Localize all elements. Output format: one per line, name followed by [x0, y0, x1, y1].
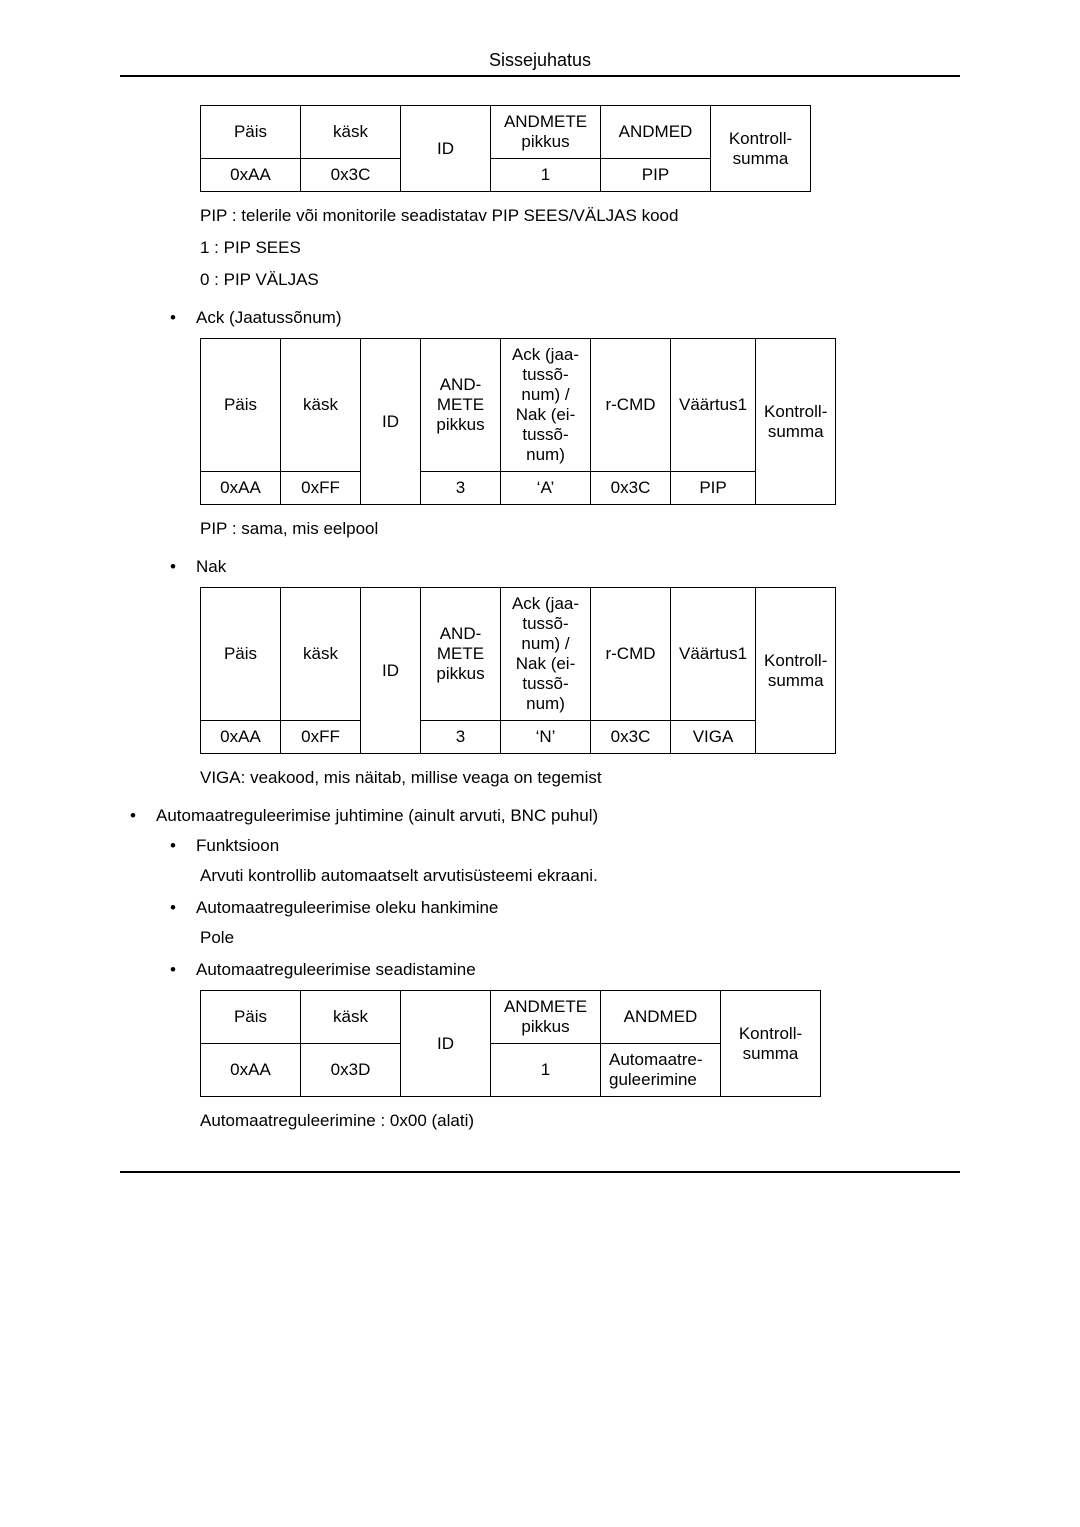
- t1-kask: 0x3C: [301, 159, 401, 192]
- t1-col-pais: Päis: [201, 106, 301, 159]
- t3-col-pais: Päis: [201, 588, 281, 721]
- t4-col-kask: käsk: [301, 991, 401, 1044]
- footer-rule: [120, 1171, 960, 1173]
- t2-pais: 0xAA: [201, 472, 281, 505]
- t2-kask: 0xFF: [281, 472, 361, 505]
- pip-same-text: PIP : sama, mis eelpool: [200, 519, 960, 539]
- t3-col-acknak: Ack (jaa-tussõ-num) / Nak (ei-tussõ-num): [501, 588, 591, 721]
- section-auto-title: Automaatreguleerimise juhtimine (ainult …: [120, 806, 960, 826]
- t1-col-andmed: ANDMED: [601, 106, 711, 159]
- t2-col-andmete-pikkus: AND-METE pikkus: [421, 339, 501, 472]
- funktsioon-desc: Arvuti kontrollib automaatselt arvutisüs…: [200, 866, 960, 886]
- page-header-title: Sissejuhatus: [120, 50, 960, 71]
- t1-col-kask: käsk: [301, 106, 401, 159]
- t1-col-id: ID: [401, 106, 491, 192]
- t4-col-andmete-pikkus: ANDMETE pikkus: [491, 991, 601, 1044]
- table-pip-set: Päis käsk ID ANDMETE pikkus ANDMED Kontr…: [200, 105, 811, 192]
- t3-vaartus1: VIGA: [671, 721, 756, 754]
- header-rule: [120, 75, 960, 77]
- t4-andmed: Automaatre-guleerimine: [601, 1044, 721, 1097]
- t2-col-kontroll: Kontroll-summa: [756, 339, 836, 505]
- t4-col-pais: Päis: [201, 991, 301, 1044]
- bullet-nak: Nak: [160, 557, 960, 577]
- t3-pais: 0xAA: [201, 721, 281, 754]
- t3-col-rcmd: r-CMD: [591, 588, 671, 721]
- t4-kask: 0x3D: [301, 1044, 401, 1097]
- t1-col-kontroll: Kontroll-summa: [711, 106, 811, 192]
- t2-col-vaartus1: Väärtus1: [671, 339, 756, 472]
- t2-col-id: ID: [361, 339, 421, 505]
- t2-andmete-pikkus: 3: [421, 472, 501, 505]
- t3-col-id: ID: [361, 588, 421, 754]
- t4-andmete-pikkus: 1: [491, 1044, 601, 1097]
- t1-col-andmete-pikkus: ANDMETE pikkus: [491, 106, 601, 159]
- t4-col-kontroll: Kontroll-summa: [721, 991, 821, 1097]
- viga-description: VIGA: veakood, mis näitab, millise veaga…: [200, 768, 960, 788]
- t3-andmete-pikkus: 3: [421, 721, 501, 754]
- t3-kask: 0xFF: [281, 721, 361, 754]
- t2-col-acknak: Ack (jaa-tussõ-num) / Nak (ei-tussõ-num): [501, 339, 591, 472]
- pip-off-text: 0 : PIP VÄLJAS: [200, 270, 960, 290]
- t2-col-pais: Päis: [201, 339, 281, 472]
- t3-col-kontroll: Kontroll-summa: [756, 588, 836, 754]
- sub-funktsioon: Funktsioon: [160, 836, 960, 856]
- t2-acknak: ‘A’: [501, 472, 591, 505]
- t1-andmete-pikkus: 1: [491, 159, 601, 192]
- bullet-ack: Ack (Jaatussõnum): [160, 308, 960, 328]
- oleku-desc: Pole: [200, 928, 960, 948]
- t1-pais: 0xAA: [201, 159, 301, 192]
- t4-pais: 0xAA: [201, 1044, 301, 1097]
- t2-vaartus1: PIP: [671, 472, 756, 505]
- t3-rcmd: 0x3C: [591, 721, 671, 754]
- sub-oleku: Automaatreguleerimise oleku hankimine: [160, 898, 960, 918]
- t4-col-andmed: ANDMED: [601, 991, 721, 1044]
- table-auto-set: Päis käsk ID ANDMETE pikkus ANDMED Kontr…: [200, 990, 821, 1097]
- t3-col-andmete-pikkus: AND-METE pikkus: [421, 588, 501, 721]
- pip-description: PIP : telerile või monitorile seadistata…: [200, 206, 960, 226]
- pip-on-text: 1 : PIP SEES: [200, 238, 960, 258]
- t2-col-kask: käsk: [281, 339, 361, 472]
- sub-seadist: Automaatreguleerimise seadistamine: [160, 960, 960, 980]
- t2-col-rcmd: r-CMD: [591, 339, 671, 472]
- t2-rcmd: 0x3C: [591, 472, 671, 505]
- table-ack: Päis käsk ID AND-METE pikkus Ack (jaa-tu…: [200, 338, 836, 505]
- t1-andmed: PIP: [601, 159, 711, 192]
- t3-col-vaartus1: Väärtus1: [671, 588, 756, 721]
- t3-acknak: ‘N’: [501, 721, 591, 754]
- auto-desc: Automaatreguleerimine : 0x00 (alati): [200, 1111, 960, 1131]
- table-nak: Päis käsk ID AND-METE pikkus Ack (jaa-tu…: [200, 587, 836, 754]
- t3-col-kask: käsk: [281, 588, 361, 721]
- t4-col-id: ID: [401, 991, 491, 1097]
